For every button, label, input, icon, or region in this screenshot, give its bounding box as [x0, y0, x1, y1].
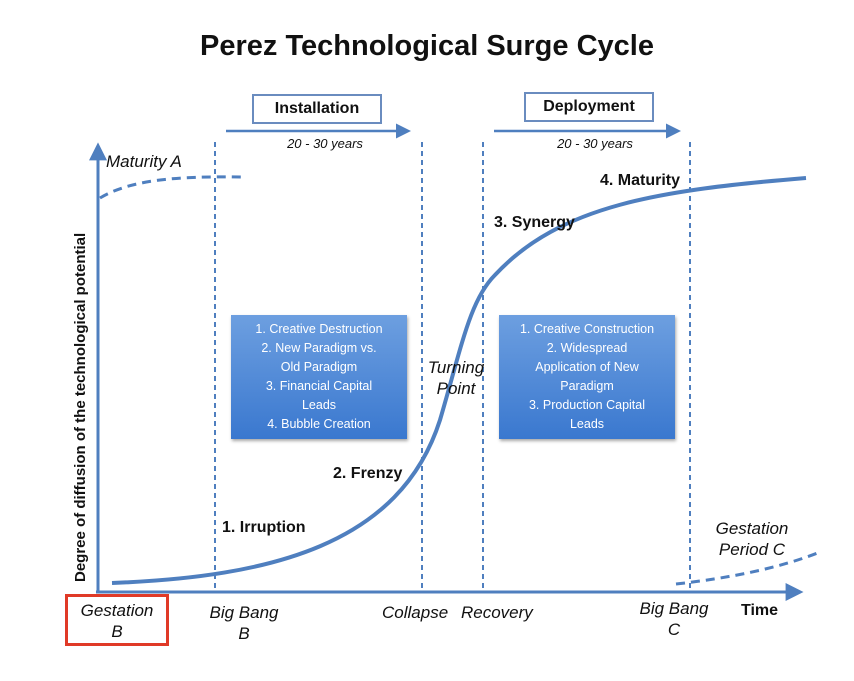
deployment-item: 3. Production Capital	[528, 398, 646, 412]
gestation-period-c-label: Gestation Period C	[702, 518, 802, 560]
recovery-label: Recovery	[461, 603, 533, 622]
collapse-label: Collapse	[382, 603, 449, 622]
turning-point-line-2: Point	[436, 379, 476, 398]
irruption-label: 1. Irruption	[222, 519, 306, 536]
gestation-b-highlight	[65, 594, 169, 646]
surge-s-curve	[111, 176, 807, 585]
big-bang-c-line-1: Big Bang	[639, 599, 709, 618]
installation-item: Old Paradigm	[280, 360, 358, 374]
installation-item: 3. Financial Capital	[265, 379, 373, 393]
deployment-item: 2. Widespread	[546, 341, 628, 355]
x-axis-label: Time	[741, 602, 779, 619]
turning-point-line-1: Turning	[427, 358, 485, 377]
gestation-period-c-line-1: Gestation	[715, 519, 789, 538]
frenzy-label: 2. Frenzy	[333, 465, 403, 482]
big-bang-b-line-1: Big Bang	[209, 603, 279, 622]
installation-item: 4. Bubble Creation	[267, 417, 371, 431]
deployment-item: Application of New	[535, 360, 639, 374]
deployment-item: Paradigm	[560, 379, 614, 393]
installation-item: 1. Creative Destruction	[255, 322, 383, 336]
gestation-b-line-1: Gestation	[80, 601, 154, 620]
installation-duration: 20 - 30 years	[287, 136, 363, 151]
installation-characteristics-box: 1. Creative Destruction 2. New Paradigm …	[231, 315, 407, 439]
turning-point-label: Turning Point	[418, 357, 494, 399]
installation-box: Installation	[252, 94, 382, 124]
synergy-label: 3. Synergy	[494, 214, 575, 231]
big-bang-c-line-2: C	[667, 620, 681, 639]
deployment-box: Deployment	[524, 92, 654, 122]
deployment-item: 1. Creative Construction	[519, 322, 655, 336]
maturity-a-label: Maturity A	[106, 152, 182, 171]
big-bang-b-label: Big Bang B	[196, 602, 292, 644]
deployment-characteristics-box: 1. Creative Construction 2. Widespread A…	[499, 315, 675, 439]
gestation-c-curve	[675, 550, 821, 586]
maturity-label: 4. Maturity	[600, 172, 681, 189]
gestation-b-line-2: B	[111, 622, 123, 641]
y-axis-label: Degree of diffusion of the technological…	[72, 232, 89, 582]
maturity-a-curve	[99, 175, 243, 200]
diagram-title: Perez Technological Surge Cycle	[200, 30, 654, 62]
gestation-period-c-line-2: Period C	[718, 540, 786, 559]
deployment-item: Leads	[569, 417, 605, 431]
deployment-duration: 20 - 30 years	[557, 136, 633, 151]
gestation-b-label: Gestation B	[65, 600, 169, 642]
installation-item: 2. New Paradigm vs.	[261, 341, 377, 355]
big-bang-c-label: Big Bang C	[626, 598, 722, 640]
installation-item: Leads	[301, 398, 337, 412]
big-bang-b-line-2: B	[238, 624, 250, 643]
